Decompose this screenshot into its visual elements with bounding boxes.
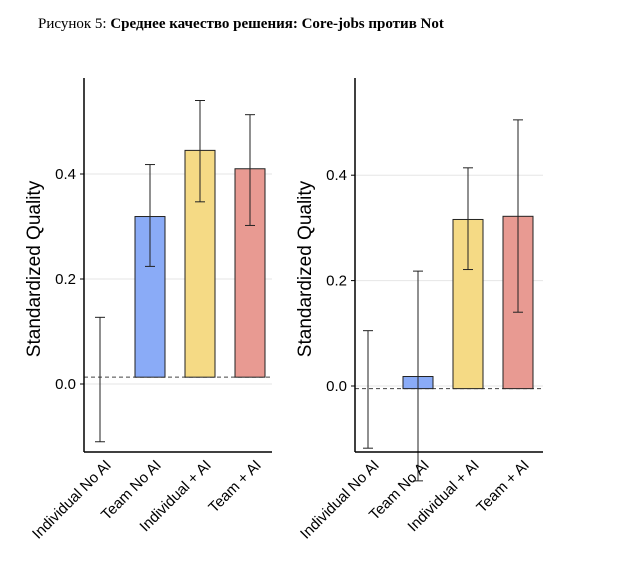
- y-axis-title: Standardized Quality: [295, 180, 316, 357]
- y-tick-label: 0.4: [326, 167, 347, 184]
- x-tick-label: Individual No AI: [29, 457, 115, 543]
- caption-title: Среднее качество решения: Core-jobs прот…: [110, 16, 444, 32]
- figure-caption: Рисунок 5: Среднее качество решения: Cor…: [38, 16, 444, 33]
- y-tick-label: 0.0: [326, 378, 347, 395]
- y-tick-label: 0.2: [55, 271, 76, 288]
- y-tick-label: 0.2: [326, 273, 347, 290]
- caption-lead: Рисунок 5:: [38, 16, 107, 32]
- x-tick-label: Team + AI: [473, 457, 532, 516]
- y-axis-title: Standardized Quality: [24, 180, 45, 357]
- y-tick-label: 0.4: [55, 166, 76, 183]
- x-tick-label: Team + AI: [205, 457, 264, 516]
- y-tick-label: 0.0: [55, 376, 76, 393]
- x-tick-label: Individual No AI: [297, 457, 383, 543]
